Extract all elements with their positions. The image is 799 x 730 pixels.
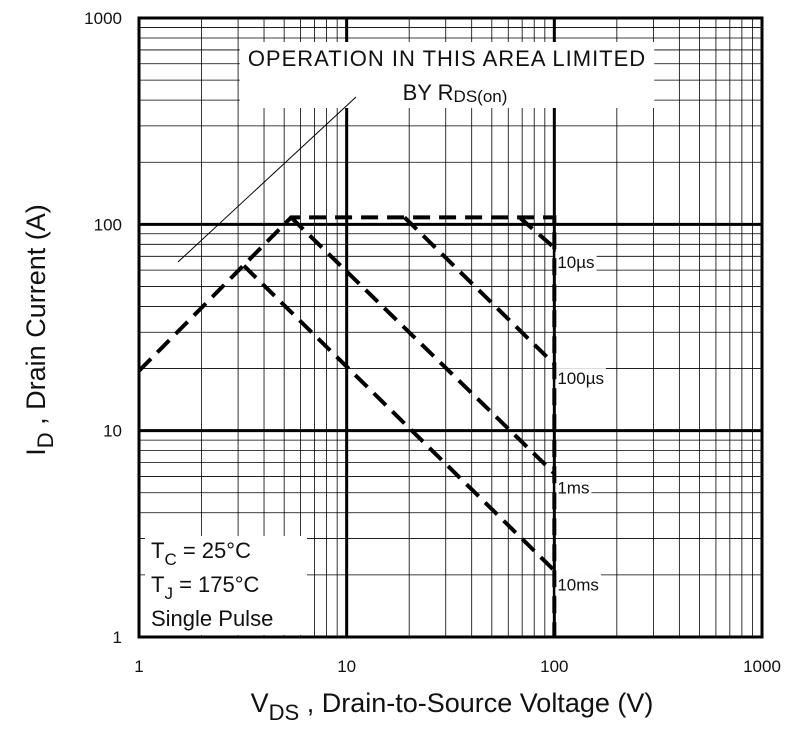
marks bbox=[137, 215, 557, 637]
condition-rest: = 175°C bbox=[173, 572, 260, 597]
label-background bbox=[555, 574, 601, 596]
condition: TC = 25°C bbox=[151, 538, 251, 569]
condition-sub: J bbox=[164, 584, 173, 603]
x-axis-title: VDS , Drain-to-Source Voltage (V) bbox=[251, 688, 654, 725]
label-background bbox=[555, 368, 607, 390]
condition-sub: C bbox=[164, 550, 176, 569]
x-tick-label: 100 bbox=[540, 657, 568, 676]
annotation-text: BY R bbox=[403, 80, 454, 105]
soa-line bbox=[242, 264, 556, 572]
x-axis-title-sub: DS bbox=[269, 700, 300, 725]
x-tick-label: 1000 bbox=[743, 657, 781, 676]
y-axis-title-sub: D bbox=[33, 432, 58, 448]
y-axis-title: ID , Drain Current (A) bbox=[21, 204, 58, 455]
annotation: BY RDS(on) bbox=[403, 80, 508, 106]
annotation-background bbox=[239, 42, 655, 108]
condition-text: T bbox=[151, 572, 164, 597]
y-axis-title-rest: , Drain Current (A) bbox=[21, 204, 51, 432]
overlay: 1 10 100 1000 1 10 100 1000 OPERATION IN THIS AR… bbox=[21, 9, 781, 725]
annotation: OPERATION IN THIS AREA LIMITED bbox=[248, 46, 646, 71]
label-background bbox=[555, 251, 597, 273]
y-tick-label: 1000 bbox=[84, 9, 122, 28]
annotation-pointer bbox=[177, 96, 357, 263]
soa-line bbox=[403, 216, 556, 366]
annotation-sub: DS(on) bbox=[454, 87, 508, 106]
label-background bbox=[555, 477, 592, 499]
x-axis-title-rest: , Drain-to-Source Voltage (V) bbox=[299, 688, 653, 718]
x-axis-title-text: V bbox=[251, 688, 269, 718]
y-tick-label: 100 bbox=[94, 215, 122, 234]
series-label: 1ms bbox=[557, 479, 589, 498]
x-tick-label: 10 bbox=[337, 657, 356, 676]
y-tick-label: 1 bbox=[113, 628, 122, 647]
soa-line bbox=[518, 215, 556, 250]
condition-rest: = 25°C bbox=[177, 538, 251, 563]
grid bbox=[137, 16, 764, 639]
soa-limit bbox=[137, 215, 557, 637]
y-axis-title-text: I bbox=[21, 448, 51, 456]
series-label: 100µs bbox=[557, 369, 604, 388]
soa-line bbox=[289, 216, 556, 475]
x-tick-label: 1 bbox=[134, 657, 143, 676]
condition-text: Single Pulse bbox=[151, 606, 273, 631]
condition: Single Pulse bbox=[151, 606, 273, 631]
series-label: 10ms bbox=[557, 576, 599, 595]
conditions-background bbox=[145, 536, 307, 635]
plot-frame bbox=[137, 16, 764, 639]
condition-text: T bbox=[151, 538, 164, 563]
condition: TJ = 175°C bbox=[151, 572, 260, 603]
series-label: 10µs bbox=[557, 253, 594, 272]
y-tick-label: 10 bbox=[103, 422, 122, 441]
